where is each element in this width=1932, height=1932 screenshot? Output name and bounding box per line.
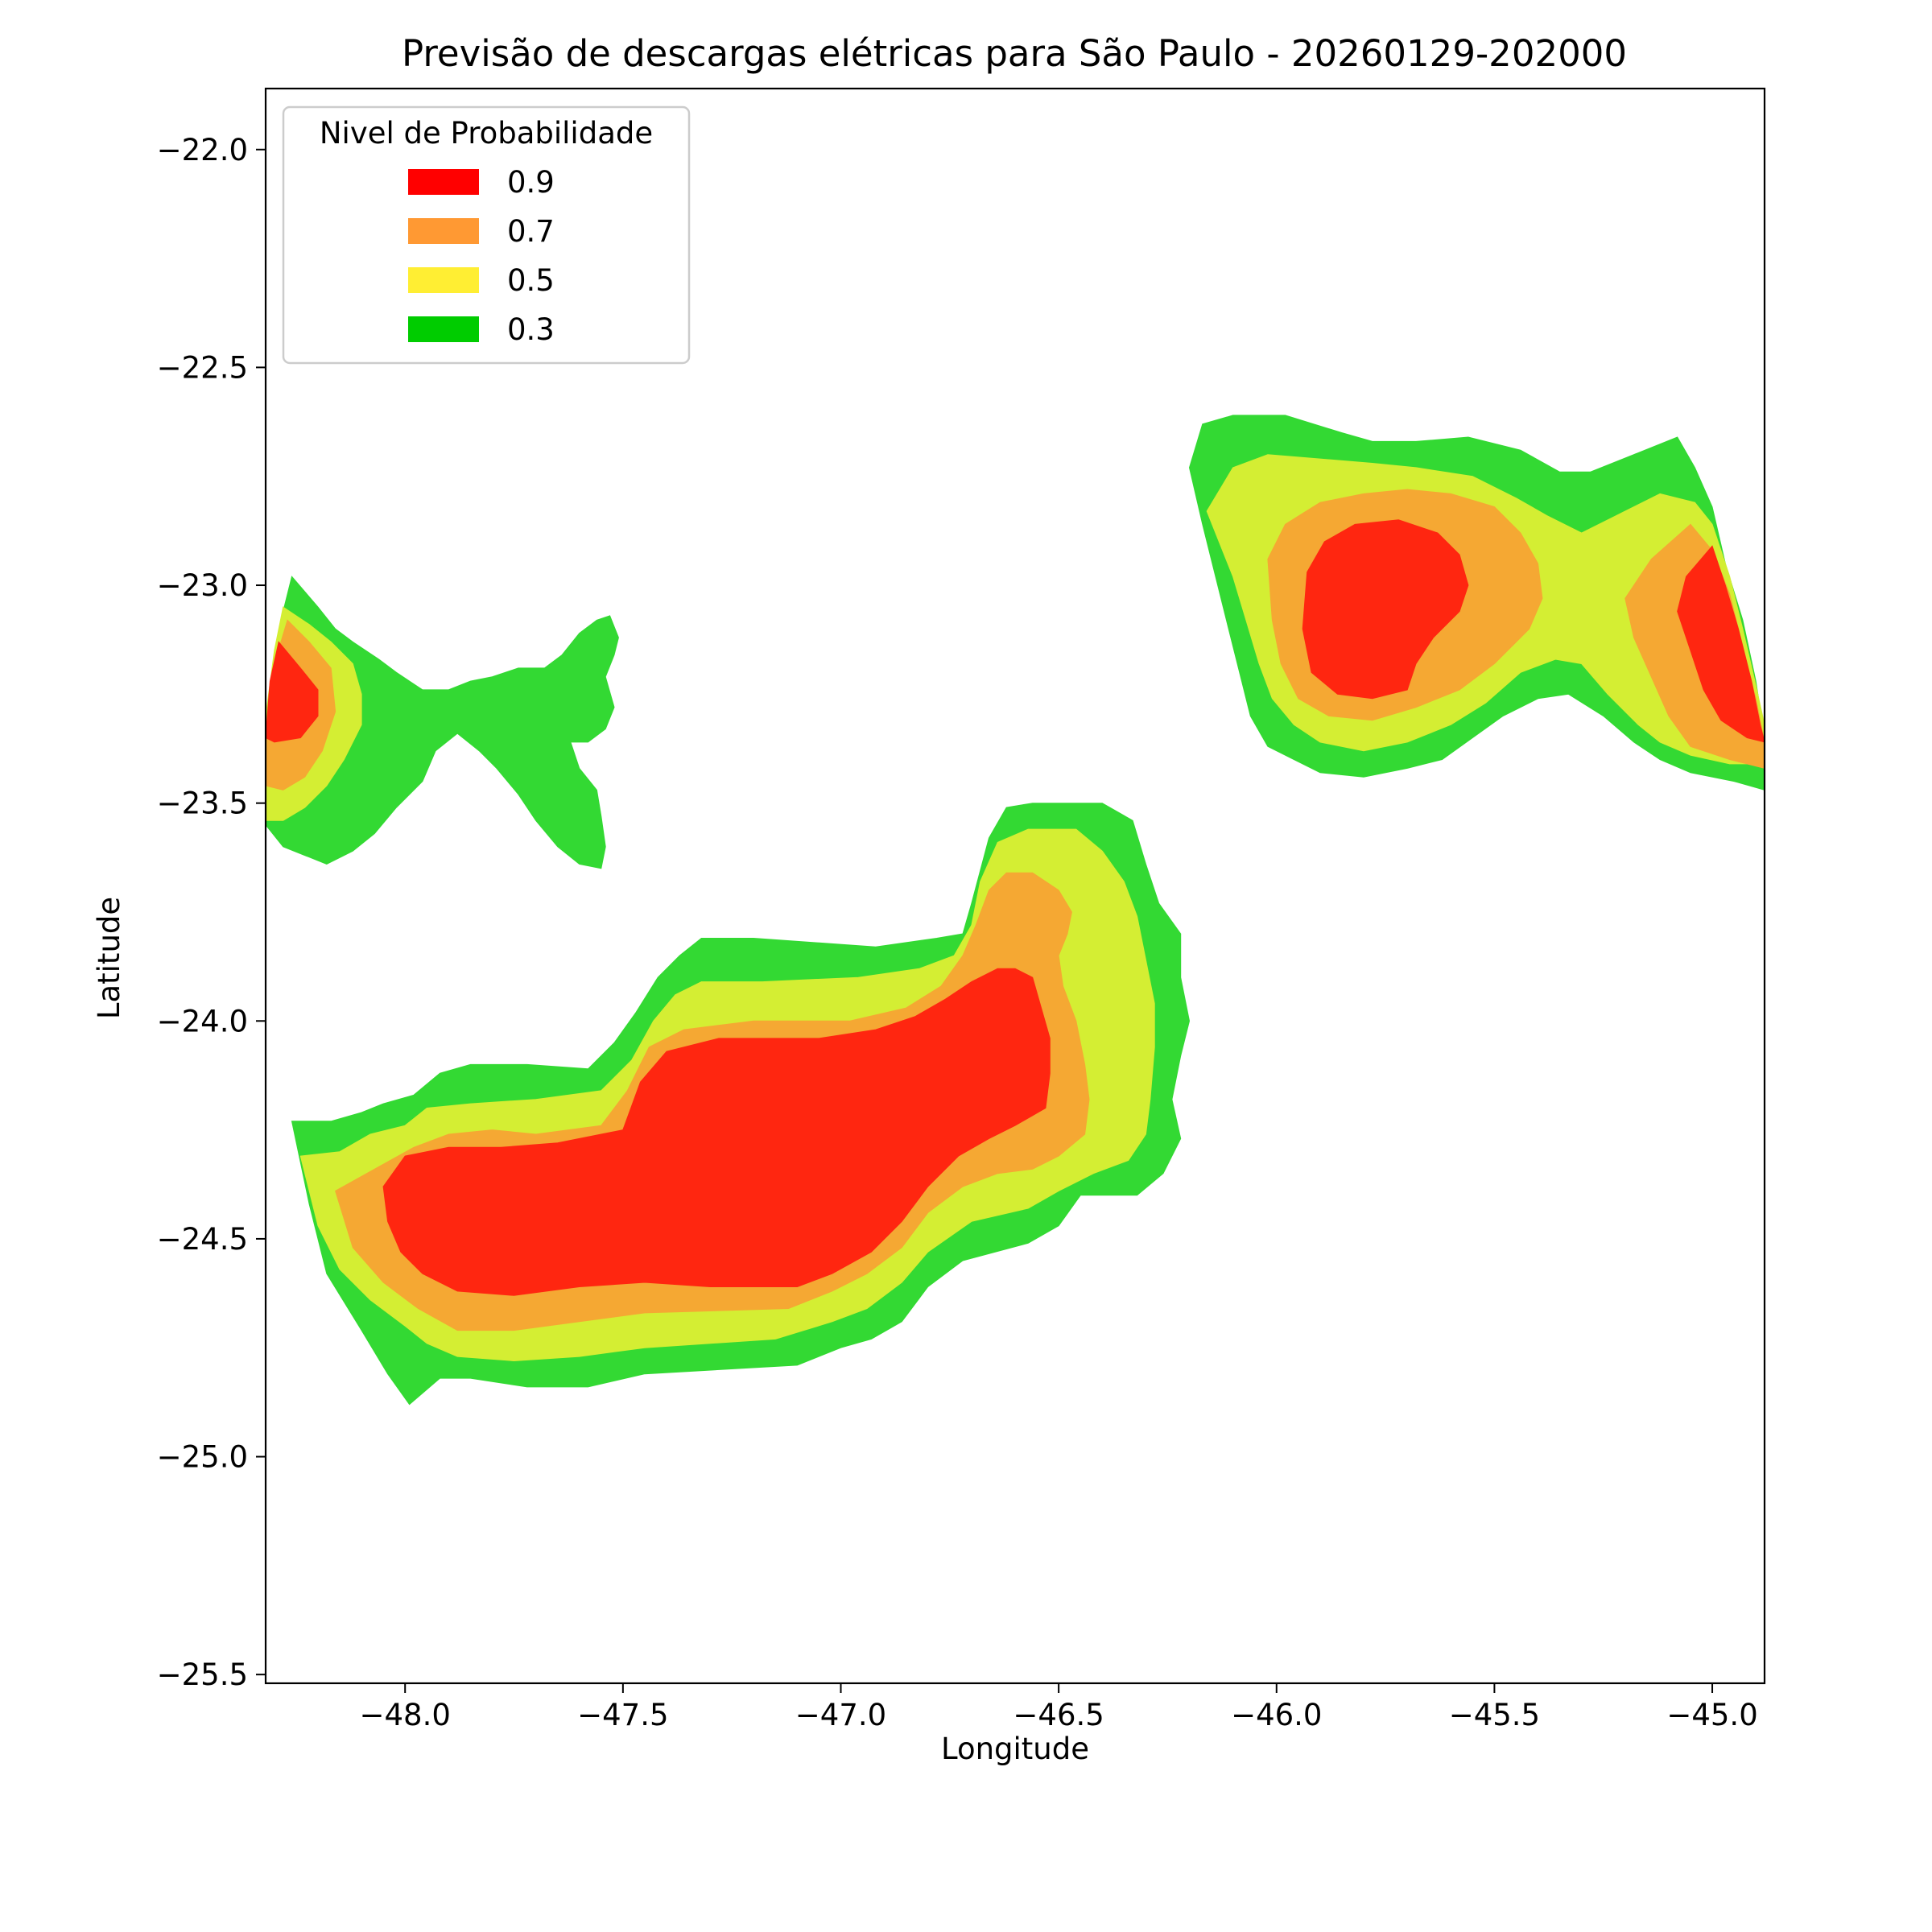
legend-title: Nivel de Probabilidade xyxy=(320,116,653,151)
plot-area xyxy=(264,87,1766,1685)
x-tick-label: −46.5 xyxy=(1013,1698,1104,1732)
legend-swatch xyxy=(408,218,479,244)
x-tick-label: −47.0 xyxy=(795,1698,886,1732)
y-tick-label: −22.5 xyxy=(157,350,248,385)
y-tick-label: −24.5 xyxy=(157,1222,248,1257)
legend-label: 0.3 xyxy=(507,312,555,347)
x-tick-label: −47.5 xyxy=(577,1698,668,1732)
legend-swatch xyxy=(408,169,479,195)
contour-region-09-4 xyxy=(1677,545,1765,743)
legend-swatch xyxy=(408,316,479,342)
plot-frame xyxy=(264,87,1766,1685)
x-axis-ticks: −48.0 −47.5 −47.0 −46.5 −46.0 −45.5 −45.0 xyxy=(360,1683,1758,1732)
legend-swatch xyxy=(408,267,479,293)
legend-label: 0.7 xyxy=(507,214,555,249)
y-tick-label: −23.0 xyxy=(157,568,248,603)
x-tick-label: −45.5 xyxy=(1449,1698,1540,1732)
y-tick-label: −22.0 xyxy=(157,133,248,167)
x-tick-label: −48.0 xyxy=(360,1698,451,1732)
x-axis-label: Longitude xyxy=(941,1732,1089,1766)
y-tick-label: −25.0 xyxy=(157,1440,248,1475)
legend-frame xyxy=(282,105,691,365)
legend-label: 0.5 xyxy=(507,263,555,298)
contour-region-03-2 xyxy=(266,576,619,869)
x-tick-label: −45.0 xyxy=(1666,1698,1757,1732)
legend-entries: 0.9 0.7 0.5 0.3 xyxy=(408,165,555,347)
y-tick-label: −23.5 xyxy=(157,786,248,821)
y-tick-label: −24.0 xyxy=(157,1004,248,1038)
y-tick-label: −25.5 xyxy=(157,1657,248,1692)
contour-region-09-3 xyxy=(1302,519,1469,700)
contour-region-09-2 xyxy=(266,641,319,743)
chart-title: Previsão de descargas elétricas para São… xyxy=(402,32,1627,75)
contour-region-09-1 xyxy=(382,968,1051,1296)
x-tick-label: −46.0 xyxy=(1231,1698,1322,1732)
y-axis-ticks: −22.0 −22.5 −23.0 −23.5 −24.0 −24.5 −25.0 −25.5 xyxy=(157,133,266,1692)
contour-fills xyxy=(266,415,1765,1406)
legend: Nivel de Probabilidade 0.9 0.7 0.5 0.3 xyxy=(282,105,691,365)
legend-label: 0.9 xyxy=(507,165,555,200)
y-axis-label: Latitude xyxy=(92,897,126,1019)
